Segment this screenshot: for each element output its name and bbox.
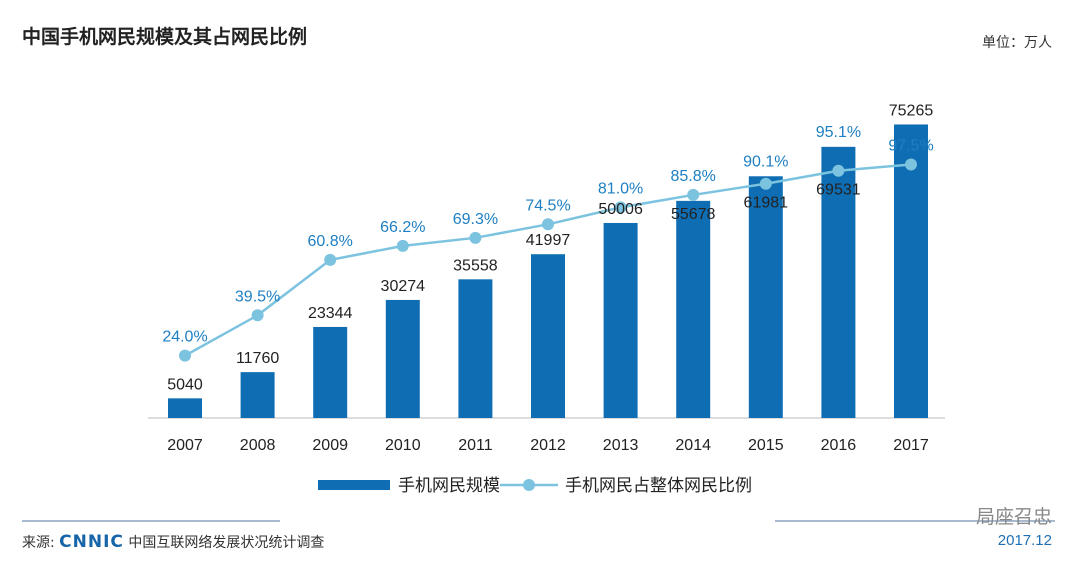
bar [676,200,711,418]
bar-value-label: 41997 [526,232,571,249]
source-note: 来源: CNNIC 中国互联网络发展状况统计调查 [22,532,324,552]
bar-value-label: 5040 [167,376,203,393]
line-value-label: 24.0% [162,329,207,346]
legend-bar-swatch [318,480,390,490]
line-value-label: 60.8% [308,233,353,250]
legend-line-marker [523,479,535,491]
bar-value-label: 69531 [816,182,861,199]
source-text: 中国互联网络发展状况统计调查 [128,535,325,551]
bar [748,176,783,418]
bar [531,254,565,418]
line-point [687,188,700,201]
report-date: 2017.12 [997,532,1052,549]
line-value-label: 74.5% [525,197,570,214]
line-point [324,253,337,266]
bar-value-label: 11760 [236,350,279,367]
x-tick-label: 2015 [748,437,784,454]
line-point [396,239,409,252]
line-value-label: 85.8% [671,168,716,185]
legend-line-label: 手机网民占整体网民比例 [565,476,752,495]
line-value-label: 95.1% [816,124,861,141]
line-value-label: 69.3% [453,211,498,228]
x-tick-label: 2011 [458,437,493,454]
bar-value-label: 75265 [889,102,934,119]
chart-title: 中国手机网民规模及其占网民比例 [22,26,308,48]
bar [313,326,348,418]
line-value-label: 39.5% [235,288,280,305]
line-value-label: 97.5% [888,138,933,155]
source-prefix: 来源: [22,535,55,551]
line-point [179,349,191,362]
bar-value-label: 30274 [381,278,426,295]
line-value-label: 90.1% [743,153,788,170]
watermark: 局座召忠 [975,506,1052,528]
bar [168,398,202,418]
line-point [469,231,482,244]
bar [894,124,928,419]
line-point [759,177,772,190]
x-tick-label: 2017 [893,437,929,454]
line-value-label: 81.0% [598,180,643,197]
bar-value-label: 35558 [453,257,498,274]
x-tick-label: 2007 [167,437,203,454]
cnnic-logo: CNNIC [59,532,124,552]
line-point [251,309,264,322]
x-tick-label: 2014 [675,437,711,454]
x-tick-label: 2010 [385,437,421,454]
x-tick-label: 2016 [821,437,857,454]
bar [603,222,638,418]
bar-value-label: 61981 [744,195,789,212]
bar-value-label: 55678 [671,206,716,223]
bar-value-label: 23344 [308,305,353,322]
line-point [905,158,917,171]
bar [385,299,420,418]
bar [458,279,493,418]
x-tick-label: 2009 [312,437,348,454]
x-tick-label: 2013 [603,437,639,454]
bar [821,146,856,418]
x-tick-label: 2008 [240,437,276,454]
unit-label: 单位：万人 [982,35,1052,51]
bar [240,372,275,418]
line-point [542,218,554,231]
line-point [832,164,845,177]
x-tick-label: 2012 [530,437,566,454]
line-point [614,201,627,214]
bar-value-label: 50006 [598,201,643,218]
line-value-label: 66.2% [380,219,425,236]
legend-bar-label: 手机网民规模 [398,476,500,495]
